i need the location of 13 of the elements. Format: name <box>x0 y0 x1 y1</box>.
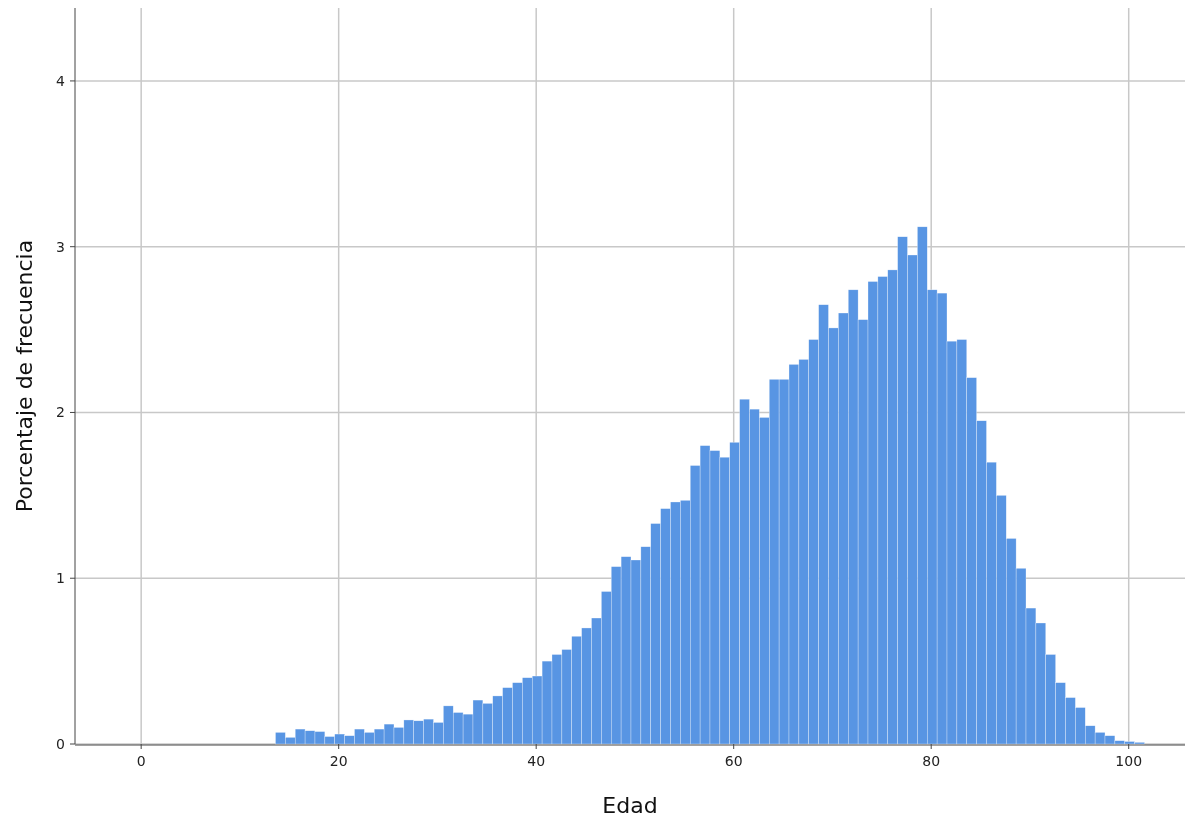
y-tick-label: 2 <box>56 404 65 421</box>
y-tick-label: 0 <box>56 735 65 752</box>
x-tick-label: 20 <box>329 753 348 769</box>
y-tick-label: 1 <box>56 570 65 587</box>
y-tick-label: 4 <box>56 72 66 89</box>
y-tick-label: 3 <box>56 238 65 255</box>
x-tick-label: 60 <box>724 753 743 769</box>
x-tick-label: 0 <box>136 753 146 769</box>
x-tick-label: 80 <box>922 753 941 769</box>
x-tick-label: 100 <box>1115 753 1143 769</box>
y-axis-title: Porcentaje de frecuencia <box>12 239 37 513</box>
x-axis-title: Edad <box>602 793 658 818</box>
x-tick-label: 40 <box>527 753 546 769</box>
